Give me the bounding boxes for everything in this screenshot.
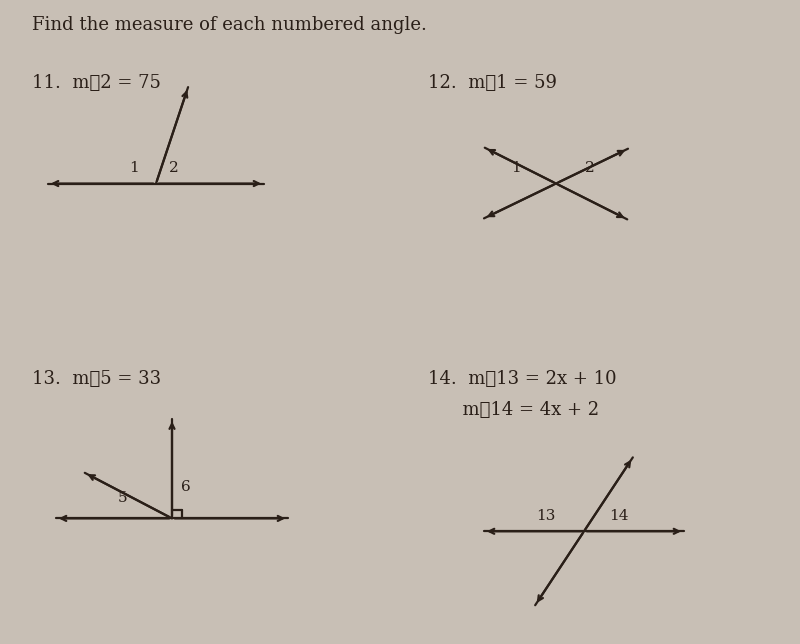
Text: 5: 5 bbox=[118, 491, 127, 506]
Text: 14: 14 bbox=[610, 509, 629, 523]
Text: 11.  m∢2 = 75: 11. m∢2 = 75 bbox=[32, 74, 161, 92]
Text: m∢14 = 4x + 2: m∢14 = 4x + 2 bbox=[428, 401, 599, 419]
Text: 6: 6 bbox=[181, 480, 190, 495]
Text: 2: 2 bbox=[169, 161, 178, 175]
Text: 14.  m∢13 = 2x + 10: 14. m∢13 = 2x + 10 bbox=[428, 370, 617, 388]
Text: Find the measure of each numbered angle.: Find the measure of each numbered angle. bbox=[32, 16, 427, 34]
Text: 1: 1 bbox=[511, 161, 521, 175]
Text: 12.  m∢1 = 59: 12. m∢1 = 59 bbox=[428, 74, 557, 92]
Text: 13: 13 bbox=[536, 509, 555, 523]
Text: 2: 2 bbox=[585, 161, 594, 175]
Text: 1: 1 bbox=[129, 161, 138, 175]
Text: 13.  m∢5 = 33: 13. m∢5 = 33 bbox=[32, 370, 161, 388]
